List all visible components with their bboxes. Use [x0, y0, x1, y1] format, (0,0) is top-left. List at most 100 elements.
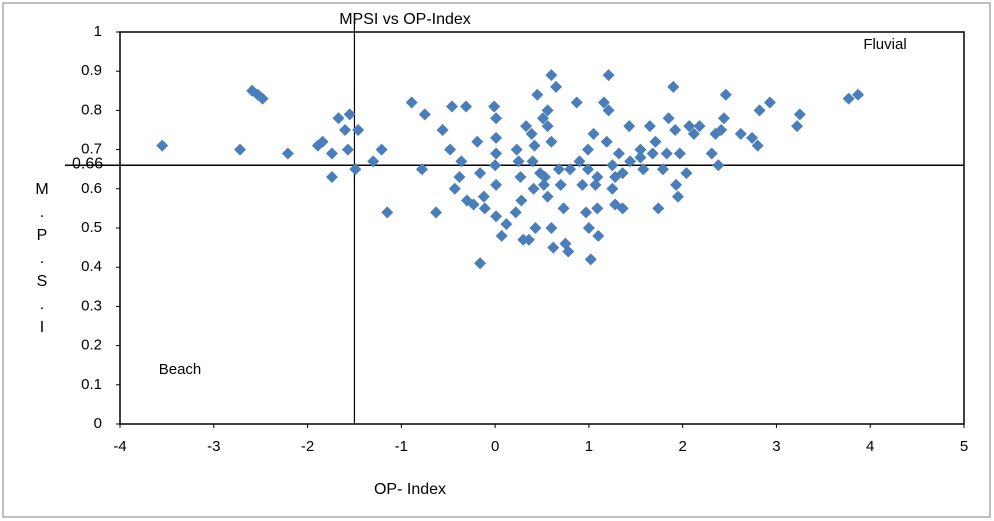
point: [616, 202, 629, 215]
point: [652, 202, 665, 215]
point: [719, 88, 732, 101]
point: [683, 120, 696, 133]
point: [570, 96, 583, 109]
point: [453, 171, 466, 184]
point: [515, 194, 528, 207]
point: [602, 69, 615, 82]
point: [349, 163, 362, 176]
point: [514, 171, 527, 184]
point: [717, 112, 730, 125]
point: [156, 139, 169, 152]
point: [316, 135, 329, 148]
y-tick-label: 0.5: [81, 219, 102, 236]
point: [341, 143, 354, 156]
point: [490, 112, 503, 125]
point: [495, 229, 508, 242]
point: [671, 190, 684, 203]
y-axis-label: M.P.S.I: [35, 181, 48, 336]
point: [528, 139, 541, 152]
y-tick-label: 0.4: [81, 258, 102, 275]
point: [436, 124, 449, 136]
point: [587, 127, 600, 140]
point: [325, 171, 338, 184]
point: [660, 147, 673, 160]
point: [339, 124, 352, 136]
point: [554, 178, 567, 191]
point: [581, 163, 594, 176]
point: [510, 143, 523, 156]
point: [552, 163, 565, 176]
annotation: Beach: [159, 361, 202, 378]
point: [606, 159, 619, 172]
chart-title: MPSI vs OP-Index: [339, 11, 471, 28]
point: [352, 124, 365, 136]
point: [375, 143, 388, 156]
x-tick-label: 1: [585, 438, 593, 455]
point: [509, 206, 522, 219]
point: [576, 178, 589, 191]
y-tick-label: 1: [94, 23, 102, 40]
x-tick-label: -2: [301, 438, 314, 455]
point: [573, 155, 586, 168]
x-tick-label: 3: [772, 438, 780, 455]
y-tick-label: 0.1: [81, 376, 102, 393]
point: [550, 80, 563, 93]
point: [705, 147, 718, 160]
point: [592, 229, 605, 242]
point: [541, 190, 554, 203]
point: [669, 124, 682, 136]
point: [646, 147, 659, 160]
point: [649, 135, 662, 148]
x-tick-label: 5: [960, 438, 968, 455]
point: [791, 120, 804, 133]
point: [489, 159, 502, 172]
x-tick-label: -3: [207, 438, 220, 455]
point: [537, 178, 550, 191]
y-tick-label: 0.2: [81, 337, 102, 354]
point: [234, 143, 247, 156]
point: [536, 112, 549, 125]
x-axis-label: OP- Index: [374, 481, 446, 498]
point: [753, 104, 766, 117]
point: [712, 159, 725, 172]
point: [637, 163, 650, 176]
y-tick-label: 0: [94, 415, 102, 432]
point: [545, 135, 558, 148]
point: [751, 139, 764, 152]
y-tick-label: 0.6: [81, 180, 102, 197]
point: [715, 124, 728, 136]
annotation: Fluvial: [863, 36, 906, 53]
point: [634, 143, 647, 156]
y-tick-label: 0.7: [81, 141, 102, 158]
point: [606, 182, 619, 195]
point: [793, 108, 806, 121]
point: [842, 92, 855, 105]
point: [584, 253, 597, 266]
point: [763, 96, 776, 109]
point: [405, 96, 418, 109]
point: [526, 155, 539, 168]
point: [582, 222, 595, 234]
x-tick-label: 4: [866, 438, 874, 455]
point: [418, 108, 431, 121]
point: [662, 112, 675, 125]
x-tick-label: 2: [678, 438, 686, 455]
point: [281, 147, 294, 160]
point: [490, 131, 503, 144]
point: [522, 233, 535, 246]
point: [460, 100, 473, 113]
point: [600, 135, 613, 148]
x-tick-label: -4: [113, 438, 126, 455]
point: [381, 206, 394, 219]
point: [541, 104, 554, 117]
point: [531, 88, 544, 101]
point: [445, 100, 458, 113]
point: [852, 88, 865, 101]
point: [525, 127, 538, 140]
point: [430, 206, 443, 219]
point: [667, 80, 680, 93]
point: [591, 202, 604, 215]
point: [564, 163, 577, 176]
